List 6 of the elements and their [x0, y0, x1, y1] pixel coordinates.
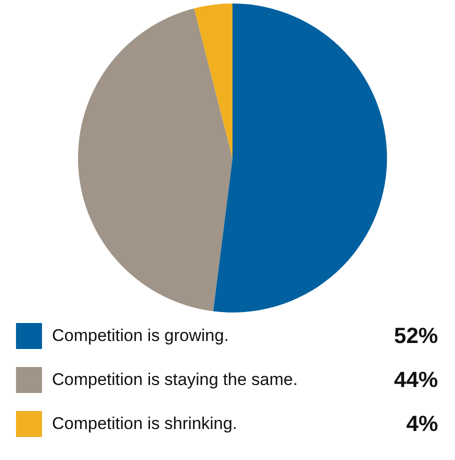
legend-label: Competition is shrinking.: [52, 414, 238, 434]
data-label: 4%: [406, 411, 438, 437]
data-label: 44%: [394, 367, 438, 393]
legend-label: Competition is growing.: [52, 326, 230, 346]
data-label: 52%: [394, 323, 438, 349]
legend-label: Competition is staying the same.: [52, 370, 299, 390]
